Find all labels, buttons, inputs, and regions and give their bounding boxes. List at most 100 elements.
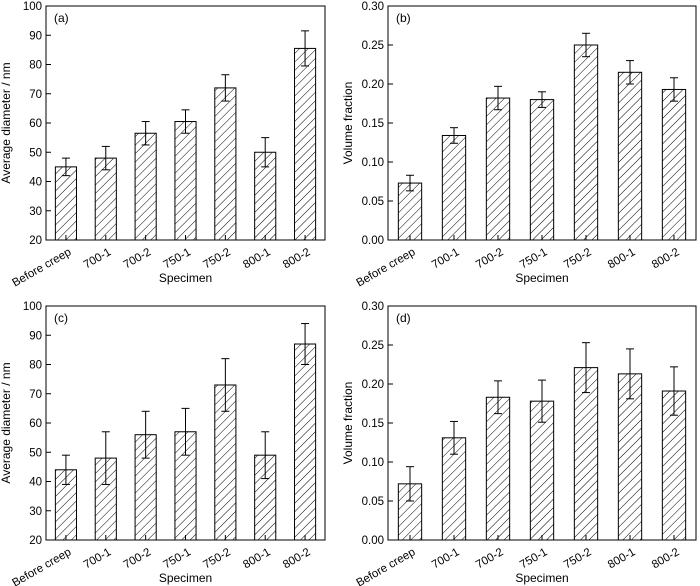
error-bar xyxy=(261,431,270,480)
y-tick-label: 0.05 xyxy=(362,196,384,208)
x-tick-label: 750-2 xyxy=(201,246,232,271)
x-tick-label: 700-2 xyxy=(474,546,505,571)
y-tick-label: 0.00 xyxy=(362,535,384,547)
x-tick-label: Before creep xyxy=(354,546,417,586)
error-bar xyxy=(301,323,310,365)
bar-800-2 xyxy=(294,343,317,541)
panel-label: (b) xyxy=(396,11,411,25)
y-tick-label: 0.30 xyxy=(362,1,384,13)
x-tick-label: 800-2 xyxy=(281,246,312,271)
x-tick-label: 700-1 xyxy=(430,546,461,571)
error-bar xyxy=(181,109,190,134)
y-tick-label: 0.25 xyxy=(362,340,384,352)
error-bar xyxy=(61,157,70,177)
x-tick-label: 800-1 xyxy=(241,246,272,271)
error-bar xyxy=(626,60,634,85)
bar-800-2 xyxy=(661,88,687,241)
error-bar xyxy=(61,454,70,485)
x-axis-title: Specimen xyxy=(515,571,568,585)
y-tick-label: 80 xyxy=(29,60,42,72)
y-tick-label: 90 xyxy=(29,330,42,342)
error-bar xyxy=(181,407,190,456)
y-tick-label: 50 xyxy=(29,147,42,159)
x-tick-label: 800-2 xyxy=(650,546,681,571)
panel-label: (a) xyxy=(54,11,69,25)
error-bar xyxy=(406,174,414,192)
y-tick-label: 0.20 xyxy=(362,79,384,91)
y-axis-title: Volume fraction xyxy=(341,382,355,465)
y-tick-label: 30 xyxy=(29,506,42,518)
y-tick-label: 0.10 xyxy=(362,457,384,469)
bar-700-1 xyxy=(94,157,117,241)
x-tick-label: 700-2 xyxy=(122,246,153,271)
x-axis-title: Specimen xyxy=(159,271,212,285)
x-tick-label: 750-2 xyxy=(201,546,232,571)
y-tick-label: 30 xyxy=(29,206,42,218)
panel-label: (d) xyxy=(396,311,411,325)
error-bar xyxy=(538,379,546,423)
y-tick-label: 20 xyxy=(29,535,42,547)
x-tick-label: 750-2 xyxy=(562,546,593,571)
chart-panel-a: 20 30 40 50 60 70 80 90 100 Before creep 700-1 700-… xyxy=(0,1,326,290)
error-bar xyxy=(582,32,590,58)
x-axis-title: Specimen xyxy=(515,271,568,285)
x-tick-label: 800-2 xyxy=(650,246,681,271)
y-tick-label: 0.15 xyxy=(362,118,384,130)
y-tick-label: 0.05 xyxy=(362,496,384,508)
error-bar xyxy=(141,410,150,459)
x-tick-label: 700-2 xyxy=(474,246,505,271)
x-tick-label: 750-1 xyxy=(518,246,549,271)
error-bar xyxy=(538,91,546,108)
y-tick-label: 0.25 xyxy=(362,40,384,52)
error-bar xyxy=(406,466,414,502)
y-tick-label: 80 xyxy=(29,360,42,372)
y-axis-title: Average diameter / nm xyxy=(0,62,13,183)
x-tick-label: Before creep xyxy=(354,246,417,289)
bar-before-creep xyxy=(54,166,77,241)
panel-label: (c) xyxy=(54,311,68,325)
x-tick-label: Before creep xyxy=(10,246,73,289)
chart-panel-b: 0.00 0.05 0.10 0.15 0.20 0.25 0.30 Before creep… xyxy=(341,1,697,290)
x-tick-label: 750-2 xyxy=(562,246,593,271)
bar-750-2 xyxy=(573,44,599,241)
y-tick-label: 90 xyxy=(29,30,42,42)
chart-panel-c: 20 30 40 50 60 70 80 90 100 Before creep 700-1 700-… xyxy=(0,301,326,586)
y-tick-label: 20 xyxy=(29,235,42,247)
y-tick-label: 0.10 xyxy=(362,157,384,169)
y-tick-label: 0.20 xyxy=(362,379,384,391)
x-tick-label: 750-1 xyxy=(162,246,193,271)
x-tick-label: 750-1 xyxy=(162,546,193,571)
y-tick-label: 50 xyxy=(29,447,42,459)
y-tick-label: 40 xyxy=(29,477,42,489)
bar-700-1 xyxy=(441,134,467,241)
error-bar xyxy=(626,348,634,400)
y-tick-label: 70 xyxy=(29,389,42,401)
bar-750-1 xyxy=(529,99,555,241)
y-tick-label: 60 xyxy=(29,118,42,130)
error-bar xyxy=(101,431,110,485)
bar-800-2 xyxy=(294,47,317,241)
y-tick-label: 0.15 xyxy=(362,418,384,430)
y-tick-label: 100 xyxy=(23,1,42,13)
error-bar xyxy=(450,127,458,144)
x-tick-label: 800-2 xyxy=(281,546,312,571)
x-tick-label: 750-1 xyxy=(518,546,549,571)
bar-700-2 xyxy=(485,396,511,541)
x-tick-label: 800-1 xyxy=(606,546,637,571)
error-bar xyxy=(141,121,150,146)
error-bar xyxy=(101,145,110,171)
error-bar xyxy=(301,30,310,67)
x-tick-label: 700-2 xyxy=(122,546,153,571)
x-axis-title: Specimen xyxy=(159,571,212,585)
bar-800-1 xyxy=(617,71,643,241)
error-bar xyxy=(582,342,590,394)
x-tick-label: 700-1 xyxy=(82,546,113,571)
error-bar xyxy=(494,380,502,415)
error-bar xyxy=(450,420,458,455)
bar-700-2 xyxy=(134,132,157,241)
error-bar xyxy=(261,137,270,168)
bar-750-1 xyxy=(174,121,197,241)
y-tick-label: 60 xyxy=(29,418,42,430)
y-tick-label: 0.30 xyxy=(362,301,384,313)
y-tick-label: 40 xyxy=(29,177,42,189)
